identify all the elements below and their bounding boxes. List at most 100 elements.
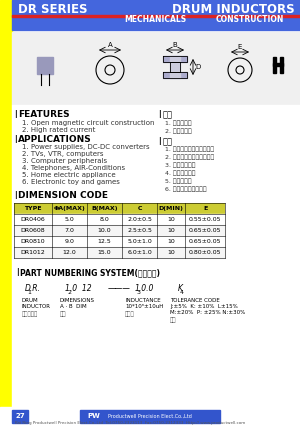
Text: 7.0: 7.0 [64,228,74,233]
Text: Kai Ring Productwell Precision Elect.Co.,Ltd  Tel:0750-2323113  Fax:0750-2312333: Kai Ring Productwell Precision Elect.Co.… [15,421,245,425]
Text: Productwell Precision Elect.Co.,Ltd: Productwell Precision Elect.Co.,Ltd [108,414,192,419]
Text: l: l [158,110,161,120]
Text: C: C [137,206,142,211]
Text: DIMENSION CODE: DIMENSION CODE [18,191,108,200]
Bar [14,203,225,214]
Text: 6. Electronic toy and games: 6. Electronic toy and games [22,179,120,185]
Text: 2.5±0.5: 2.5±0.5 [127,228,152,233]
Bar [14,236,225,247]
Text: DIMENSIONS: DIMENSIONS [60,298,95,303]
Text: 尺寸: 尺寸 [60,311,67,317]
Bar [273,57,276,73]
Text: CONSTRUCTION: CONSTRUCTION [216,15,284,24]
Text: l: l [158,137,161,147]
Text: l: l [16,268,19,278]
Text: K: K [178,284,183,293]
Text: 0.65±0.05: 0.65±0.05 [189,228,221,233]
Text: D.R.: D.R. [25,284,41,293]
Text: 0.65±0.05: 0.65±0.05 [189,239,221,244]
Bar [12,410,28,423]
Bar [80,410,220,423]
Text: 0.80±0.05: 0.80±0.05 [189,250,221,255]
Text: PART NUMBERING SYSTEM(品名规则): PART NUMBERING SYSTEM(品名规则) [20,268,160,277]
Text: 电感量: 电感量 [125,311,135,317]
Text: 2.0±0.5: 2.0±0.5 [127,217,152,222]
Bar [12,105,300,425]
Text: B(MAX): B(MAX) [91,206,118,211]
Text: FEATURES: FEATURES [18,110,70,119]
Text: 2: 2 [67,290,71,295]
Text: 1. Open magnetic circuit construction: 1. Open magnetic circuit construction [22,120,154,126]
Text: D(MIN): D(MIN) [159,206,183,211]
Text: 特性: 特性 [163,110,173,119]
Text: 用途: 用途 [163,137,173,146]
Text: J:±5%  K: ±10%  L±15%: J:±5% K: ±10% L±15% [170,304,238,309]
Text: 2. TVs, VTR, computers: 2. TVs, VTR, computers [22,151,104,157]
Text: 4. Telephones, AIR-Conditions: 4. Telephones, AIR-Conditions [22,165,125,171]
Text: 3. 电脑外围设备: 3. 电脑外围设备 [165,162,196,167]
Polygon shape [37,57,53,74]
Text: 12.0: 12.0 [63,250,76,255]
Text: 1.0.0: 1.0.0 [135,284,154,293]
Bar [0,407,300,425]
Text: E: E [203,206,207,211]
Text: 工字形电感: 工字形电感 [22,311,38,317]
Text: D: D [195,64,200,70]
Text: B: B [172,42,177,48]
Bar [12,15,300,17]
Text: 9.0: 9.0 [64,239,74,244]
Bar [0,0,12,425]
Text: TOLERANCE CODE: TOLERANCE CODE [170,298,220,303]
Text: l: l [14,191,17,201]
Text: 0.55±0.05: 0.55±0.05 [189,217,221,222]
Text: DRUM: DRUM [22,298,39,303]
Text: DRUM INDUCTORS: DRUM INDUCTORS [172,3,295,16]
Text: 10: 10 [167,228,175,233]
Text: A · B  DIM: A · B DIM [60,304,87,309]
Text: PW: PW [87,414,100,419]
Text: 1: 1 [27,290,31,295]
Text: 5. 家用电器具: 5. 家用电器具 [165,178,192,184]
Bar [12,32,300,105]
Text: 1. 电源供应器，直流交换器: 1. 电源供应器，直流交换器 [165,146,214,152]
Text: DR0406: DR0406 [21,217,45,222]
Text: 1.0  12: 1.0 12 [65,284,92,293]
Text: 5.0: 5.0 [64,217,74,222]
Text: ΦA(MAX): ΦA(MAX) [54,206,85,211]
Text: M:±20%  P: ±25% N:±30%: M:±20% P: ±25% N:±30% [170,310,245,315]
Text: 27: 27 [15,414,25,419]
Bar [14,225,225,236]
Text: 1. Power supplies, DC-DC converters: 1. Power supplies, DC-DC converters [22,144,150,150]
Text: l: l [14,110,17,120]
Bar [14,268,286,336]
Text: 6.0±1.0: 6.0±1.0 [127,250,152,255]
Text: l: l [14,135,17,145]
Text: 公差: 公差 [170,317,176,323]
Text: MECHANICALS: MECHANICALS [124,15,186,24]
Text: A: A [108,42,112,48]
Text: 2. 高额定电流: 2. 高额定电流 [165,128,192,133]
Bar [273,63,283,66]
Bar [170,56,180,78]
Text: ———: ——— [108,284,131,293]
Text: 3. Computer peripherals: 3. Computer peripherals [22,158,107,164]
Text: 8.0: 8.0 [100,217,110,222]
Text: 3: 3 [137,290,141,295]
Text: 10: 10 [167,239,175,244]
Text: 5.0±1.0: 5.0±1.0 [127,239,152,244]
Bar [14,247,225,258]
Text: 15.0: 15.0 [98,250,111,255]
Bar [14,214,225,225]
Text: APPLICATIONS: APPLICATIONS [18,135,92,144]
Text: 10: 10 [167,217,175,222]
Text: 2. High rated current: 2. High rated current [22,127,95,133]
Text: TYPE: TYPE [24,206,42,211]
Text: 10.0: 10.0 [98,228,111,233]
Text: E: E [238,44,242,50]
Text: 5. Home electric appliance: 5. Home electric appliance [22,172,116,178]
Text: INDUCTOR: INDUCTOR [22,304,51,309]
Text: DR SERIES: DR SERIES [18,3,88,16]
Text: 10: 10 [167,250,175,255]
Text: 4: 4 [180,290,184,295]
Text: 4. 电话，空调．: 4. 电话，空调． [165,170,196,176]
